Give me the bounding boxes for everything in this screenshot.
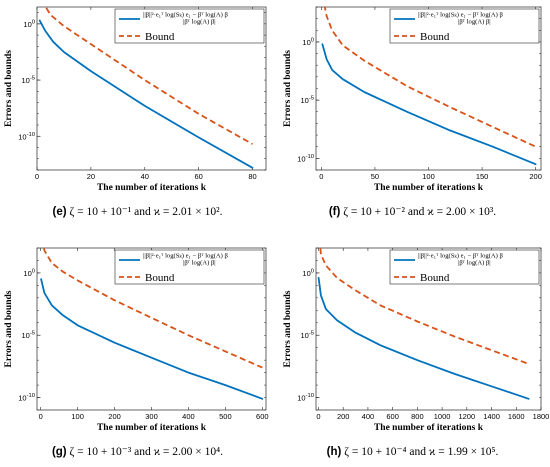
caption-f-label: (f) xyxy=(328,206,341,218)
series-error-line xyxy=(40,278,264,400)
x-axis-label: The number of iterations k xyxy=(97,423,207,433)
y-axis-label: Errors and bounds xyxy=(283,290,293,367)
legend-label-bound: Bound xyxy=(145,31,175,43)
x-tick-label: 0 xyxy=(39,412,43,421)
x-tick-label: 40 xyxy=(141,172,149,181)
x-tick-label: 60 xyxy=(194,172,202,181)
chart-panel-h: 0 200 400 600 800 1000 1200 1400 1600 1800 100 10-5… xyxy=(275,236,550,458)
legend-label-error: ||β||²·e₁ᵀ log(Sₖ) e₁ − βᵀ log(A) β |βᵀ l… xyxy=(143,12,228,26)
caption-e: (e) ζ = 10 + 10⁻¹ and ϰ = 2.01 × 10². xyxy=(0,204,275,218)
y-axis-label: Errors and bounds xyxy=(283,50,293,127)
x-tick-label: 200 xyxy=(529,172,542,181)
y-tick-label: 10-5 xyxy=(22,76,36,86)
y-tick-label: 100 xyxy=(23,268,35,278)
x-tick-label: 300 xyxy=(145,412,158,421)
y-tick-label: 100 xyxy=(302,268,314,278)
plot-area-h xyxy=(315,247,542,411)
caption-e-text: ζ = 10 + 10⁻¹ and ϰ = 2.01 × 10². xyxy=(69,206,223,218)
series-group xyxy=(317,248,530,400)
x-tick-label: 100 xyxy=(422,172,435,181)
x-tick-label: 1800 xyxy=(533,412,550,421)
x-tick-label: 400 xyxy=(182,412,195,421)
x-tick-label: 500 xyxy=(219,412,232,421)
y-tick-label: 100 xyxy=(23,19,35,29)
x-tick-label: 1200 xyxy=(458,412,475,421)
chart-e-svg: 0 20 40 60 80 100 10-5 10-10 The number of itera… xyxy=(4,6,267,193)
x-tick-label: 0 xyxy=(319,172,323,181)
series-group xyxy=(38,7,254,169)
chart-g-svg: 0 100 200 300 400 500 600 100 10-5 10-10 The numbe… xyxy=(4,247,269,433)
caption-g: (g) ζ = 10 + 10⁻³ and ϰ = 2.00 × 10⁴. xyxy=(0,444,275,458)
x-axis-label: The number of iterations k xyxy=(97,183,207,193)
legend-box xyxy=(389,8,540,44)
legend-label-error: ||β||²·e₁ᵀ log(Sₖ) e₁ − βᵀ log(A) β |βᵀ l… xyxy=(143,253,228,267)
y-tick-label: 10-10 xyxy=(297,393,314,403)
x-tick-label: 80 xyxy=(248,172,256,181)
x-tick-label: 50 xyxy=(371,172,379,181)
caption-e-label: (e) xyxy=(52,206,67,218)
x-tick-label: 600 xyxy=(256,412,269,421)
x-tick-label: 0 xyxy=(35,172,39,181)
y-axis-label: Errors and bounds xyxy=(4,50,14,127)
chart-f-svg: 0 50 100 150 200 100 10-5 10-10 The number of it… xyxy=(283,6,542,193)
x-tick-label: 600 xyxy=(386,412,399,421)
series-bound-line xyxy=(43,248,263,369)
x-tick-label: 200 xyxy=(337,412,350,421)
series-bound-line xyxy=(44,7,253,145)
y-tick-label: 100 xyxy=(302,37,314,47)
x-tick-label: 0 xyxy=(316,412,320,421)
plot-area-e xyxy=(36,6,267,171)
caption-g-label: (g) xyxy=(51,446,67,458)
series-bound-line xyxy=(323,7,536,148)
caption-h: (h) ζ = 10 + 10⁻⁴ and ϰ = 1.99 × 10⁵. xyxy=(275,444,550,458)
caption-g-text: ζ = 10 + 10⁻³ and ϰ = 2.00 × 10⁴. xyxy=(69,446,224,458)
chart-h-svg: 0 200 400 600 800 1000 1200 1400 1600 1800 100 10-5… xyxy=(283,247,550,433)
chart-panel-f: 0 50 100 150 200 100 10-5 10-10 The number of it… xyxy=(275,0,550,218)
legend-label-bound: Bound xyxy=(420,31,450,43)
legend-box xyxy=(114,8,265,44)
legend-label-error: ||β||²·e₁ᵀ log(Sₖ) e₁ − βᵀ log(A) β |βᵀ l… xyxy=(418,12,503,26)
y-axis-label: Errors and bounds xyxy=(4,290,14,367)
x-tick-label: 200 xyxy=(108,412,121,421)
legend-box xyxy=(389,249,540,285)
series-error-line xyxy=(321,43,537,166)
series-bound-line xyxy=(319,248,529,365)
caption-f-text: ζ = 10 + 10⁻² and ϰ = 2.00 × 10³. xyxy=(343,206,497,218)
x-tick-label: 800 xyxy=(411,412,424,421)
caption-f: (f) ζ = 10 + 10⁻² and ϰ = 2.00 × 10³. xyxy=(275,204,550,218)
x-tick-label: 1600 xyxy=(508,412,525,421)
legend-label-error: ||β||²·e₁ᵀ log(Sₖ) e₁ − βᵀ log(A) β |βᵀ l… xyxy=(418,253,503,267)
series-group xyxy=(321,7,537,166)
series-group xyxy=(40,248,264,400)
x-axis-label: The number of iterations k xyxy=(374,183,484,193)
y-tick-label: 10-5 xyxy=(301,331,315,341)
x-axis-label: The number of iterations k xyxy=(374,423,484,433)
x-tick-label: 150 xyxy=(476,172,489,181)
x-tick-label: 20 xyxy=(87,172,95,181)
series-error-line xyxy=(317,277,530,400)
y-tick-label: 10-10 xyxy=(18,132,35,142)
y-tick-label: 10-5 xyxy=(301,96,315,106)
y-tick-label: 10-5 xyxy=(22,331,36,341)
caption-h-text: ζ = 10 + 10⁻⁴ and ϰ = 1.99 × 10⁵. xyxy=(344,446,499,458)
y-tick-label: 10-10 xyxy=(18,393,35,403)
x-tick-label: 1000 xyxy=(434,412,451,421)
x-tick-label: 100 xyxy=(71,412,84,421)
y-tick-label: 10-10 xyxy=(297,154,314,164)
chart-panel-e: 0 20 40 60 80 100 10-5 10-10 The number of itera… xyxy=(0,0,275,218)
legend-box xyxy=(114,249,265,285)
chart-panel-g: 0 100 200 300 400 500 600 100 10-5 10-10 The numbe… xyxy=(0,236,275,458)
legend-label-bound: Bound xyxy=(420,272,450,284)
series-error-line xyxy=(38,19,254,169)
caption-h-label: (h) xyxy=(326,446,342,458)
legend-label-bound: Bound xyxy=(145,272,175,284)
x-tick-label: 1400 xyxy=(483,412,500,421)
x-tick-label: 400 xyxy=(362,412,375,421)
